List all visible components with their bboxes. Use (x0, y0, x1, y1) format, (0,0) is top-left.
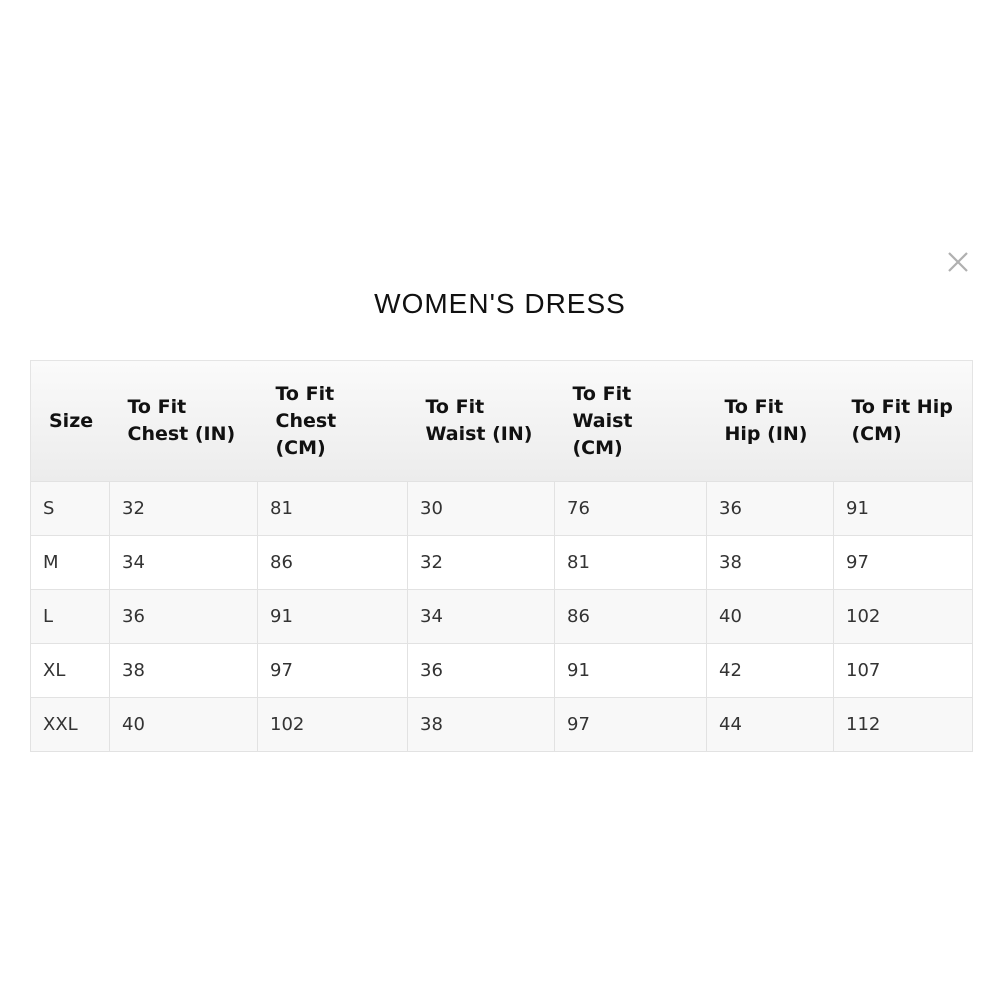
column-header: To Fit Hip (CM) (833, 360, 973, 482)
table-cell: 91 (257, 589, 408, 644)
table-cell: 34 (109, 535, 258, 590)
column-header: To Fit Waist (IN) (407, 360, 555, 482)
table-cell: 97 (833, 535, 973, 590)
table-cell: 38 (109, 643, 258, 698)
table-cell: L (30, 589, 110, 644)
table-cell: 97 (257, 643, 408, 698)
table-cell: 86 (257, 535, 408, 590)
table-cell: 102 (257, 697, 408, 752)
table-cell: 36 (706, 481, 834, 536)
table-cell: 32 (407, 535, 555, 590)
table-cell: 40 (706, 589, 834, 644)
table-cell: 30 (407, 481, 555, 536)
table-cell: 32 (109, 481, 258, 536)
table-row: S 32 81 30 76 36 91 (30, 481, 973, 536)
table-cell: 34 (407, 589, 555, 644)
table-cell: 76 (554, 481, 707, 536)
close-icon[interactable] (946, 250, 970, 274)
size-chart-table: Size To Fit Chest (IN) To Fit Chest (CM) To… (30, 360, 973, 752)
table-cell: 81 (554, 535, 707, 590)
column-header: To Fit Chest (IN) (109, 360, 258, 482)
table-cell: 36 (109, 589, 258, 644)
table-cell: 86 (554, 589, 707, 644)
table-cell: 44 (706, 697, 834, 752)
table-cell: S (30, 481, 110, 536)
table-cell: 40 (109, 697, 258, 752)
table-cell: 38 (407, 697, 555, 752)
table-cell: 107 (833, 643, 973, 698)
table-row: XL 38 97 36 91 42 107 (30, 643, 973, 698)
table-row: M 34 86 32 81 38 97 (30, 535, 973, 590)
modal-title: WOMEN'S DRESS (374, 288, 626, 319)
table-cell: 81 (257, 481, 408, 536)
column-header: To Fit Chest (CM) (257, 360, 408, 482)
column-header: To Fit Hip (IN) (706, 360, 834, 482)
table-cell: 112 (833, 697, 973, 752)
table-cell: XXL (30, 697, 110, 752)
table-row: XXL 40 102 38 97 44 112 (30, 697, 973, 752)
table-cell: 102 (833, 589, 973, 644)
table-cell: 91 (554, 643, 707, 698)
column-header: Size (30, 360, 110, 482)
table-row: L 36 91 34 86 40 102 (30, 589, 973, 644)
table-cell: M (30, 535, 110, 590)
table-cell: 42 (706, 643, 834, 698)
table-cell: 97 (554, 697, 707, 752)
table-header-row: Size To Fit Chest (IN) To Fit Chest (CM) To… (30, 360, 973, 482)
table-cell: 38 (706, 535, 834, 590)
table-cell: XL (30, 643, 110, 698)
table-cell: 36 (407, 643, 555, 698)
column-header: To Fit Waist (CM) (554, 360, 707, 482)
table-cell: 91 (833, 481, 973, 536)
